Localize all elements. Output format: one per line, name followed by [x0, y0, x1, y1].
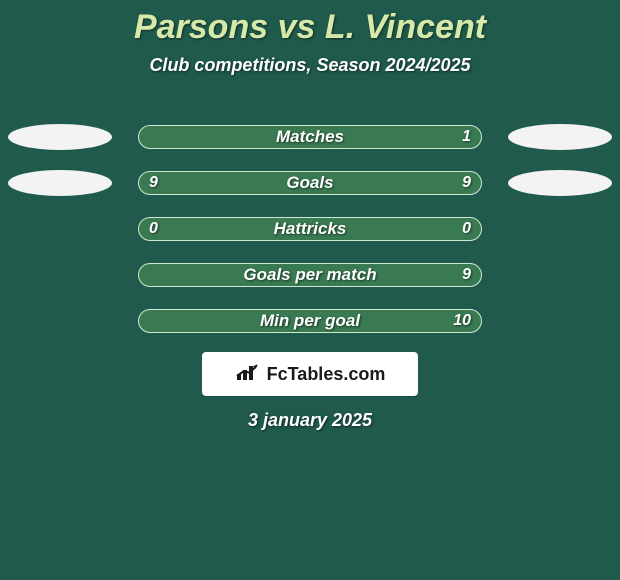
stat-row: Goals per match 9: [0, 252, 620, 298]
brand-badge: FcTables.com: [202, 352, 418, 396]
stat-row: Hattricks 0 0: [0, 206, 620, 252]
stat-value-left: 9: [149, 174, 158, 192]
brand-text: FcTables.com: [267, 364, 386, 385]
comparison-infographic: Parsons vs L. Vincent Club competitions,…: [0, 0, 620, 580]
stat-row: Min per goal 10: [0, 298, 620, 344]
stat-label: Goals: [286, 173, 333, 193]
stat-value-right: 9: [462, 174, 471, 192]
stat-label: Min per goal: [260, 311, 360, 331]
player-oval-right: [508, 124, 612, 150]
stat-bar: Goals per match 9: [138, 263, 482, 287]
stat-value-left: 0: [149, 220, 158, 238]
player-oval-left: [8, 170, 112, 196]
brand-icon: [235, 362, 261, 387]
stat-bar: Min per goal 10: [138, 309, 482, 333]
stat-rows: Matches 1 Goals 9 9 Hattricks 0 0 Goals per matc…: [0, 114, 620, 344]
page-subtitle: Club competitions, Season 2024/2025: [0, 55, 620, 76]
stat-row: Goals 9 9: [0, 160, 620, 206]
stat-value-right: 0: [462, 220, 471, 238]
date-text: 3 january 2025: [0, 410, 620, 431]
player-oval-right: [508, 170, 612, 196]
stat-label: Hattricks: [274, 219, 347, 239]
stat-value-right: 1: [462, 128, 471, 146]
stat-row: Matches 1: [0, 114, 620, 160]
stat-bar: Goals 9 9: [138, 171, 482, 195]
stat-value-right: 9: [462, 266, 471, 284]
page-title: Parsons vs L. Vincent: [0, 0, 620, 47]
stat-label: Matches: [276, 127, 344, 147]
player-oval-left: [8, 124, 112, 150]
stat-bar: Hattricks 0 0: [138, 217, 482, 241]
stat-label: Goals per match: [243, 265, 376, 285]
stat-bar: Matches 1: [138, 125, 482, 149]
stat-value-right: 10: [453, 312, 471, 330]
